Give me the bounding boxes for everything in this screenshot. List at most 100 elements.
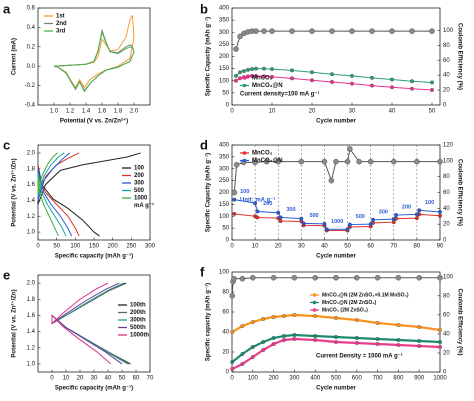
data-point xyxy=(290,76,294,81)
x-tick-label: 200 xyxy=(108,244,119,250)
y-axis-label: Specific Capacity (mAh g⁻¹) xyxy=(205,153,212,232)
series-line xyxy=(234,199,441,230)
data-point xyxy=(430,88,434,92)
x-axis-label: Cycle number xyxy=(316,386,356,392)
y2-tick-label: 20 xyxy=(443,222,450,228)
x-tick-label: 10 xyxy=(269,109,276,115)
x-axis-label: Specific capacity (mAh g⁻¹) xyxy=(55,385,133,392)
legend-label: MnCO₃@N xyxy=(252,158,283,164)
data-point xyxy=(282,334,286,338)
data-point xyxy=(417,344,422,348)
y-tick-label: 350 xyxy=(219,154,230,160)
data-point xyxy=(238,70,242,75)
data-point xyxy=(271,336,276,340)
data-point xyxy=(253,201,258,206)
data-point xyxy=(250,345,255,349)
series-line xyxy=(37,152,80,237)
efficiency-point xyxy=(416,274,422,281)
x-tick-label: 250 xyxy=(126,244,137,250)
y-tick-label: 300 xyxy=(219,166,230,172)
legend-item: MnCO₃@N (2M ZnSO₄) xyxy=(310,300,377,306)
rate-label: 500 xyxy=(356,214,365,220)
efficiency-point xyxy=(298,158,305,165)
x-tick-label: 10 xyxy=(63,376,70,382)
legend-label: MnCO₃@N (2M ZnSO₄+0.1M MnSO₄) xyxy=(322,292,409,298)
efficiency-point xyxy=(239,275,246,282)
data-point xyxy=(417,208,422,213)
data-point xyxy=(250,67,254,72)
rate-label: 500 xyxy=(309,213,318,219)
x-tick-label: 90 xyxy=(437,244,444,250)
x-tick-label: 50 xyxy=(53,244,60,250)
legend-label: 200 xyxy=(134,173,145,179)
legend-item: 200th xyxy=(118,310,146,316)
data-point xyxy=(240,352,245,356)
legend-item: 2nd xyxy=(44,21,67,27)
data-point xyxy=(438,210,442,214)
data-point xyxy=(438,328,442,332)
y2-tick-label: 40 xyxy=(443,331,450,337)
legend-label: MnCO₃ xyxy=(252,151,273,157)
y-tick-label: 200 xyxy=(219,190,230,196)
panel-label: b xyxy=(200,1,208,16)
data-point xyxy=(290,68,294,73)
x-tick-label: 150 xyxy=(89,244,100,250)
y-tick-label: 0.2 xyxy=(27,44,36,50)
y2-tick-label: 80 xyxy=(443,174,450,180)
data-point xyxy=(262,74,266,79)
data-point xyxy=(394,213,399,218)
y-tick-label: 1.8 xyxy=(27,297,36,303)
legend-item: 500 xyxy=(122,188,145,194)
data-point xyxy=(334,340,338,344)
efficiency-point xyxy=(333,158,339,165)
legend-item: MnCO₃@N (2M ZnSO₄+0.1M MnSO₄) xyxy=(310,292,409,298)
data-point xyxy=(414,212,419,217)
data-point xyxy=(354,341,359,345)
data-point xyxy=(330,80,334,84)
legend-item: 300 xyxy=(122,181,145,187)
data-point xyxy=(250,355,255,359)
legend-label: 100 xyxy=(134,166,145,172)
legend-marker xyxy=(312,293,317,297)
y-tick-label: 250 xyxy=(219,178,230,184)
rate-label: 100 xyxy=(240,189,249,195)
legend-item: 1st xyxy=(44,14,65,20)
x-tick-label: 30 xyxy=(298,244,305,250)
efficiency-point xyxy=(229,293,235,299)
data-point xyxy=(410,79,414,84)
x-tick-label: 200 xyxy=(269,376,280,382)
data-point xyxy=(334,335,338,339)
efficiency-point xyxy=(395,274,402,281)
series-line xyxy=(51,282,112,365)
y2-axis-label: Coulomb Efficiency (%) xyxy=(456,288,462,355)
legend-item: 1000 xyxy=(122,196,148,202)
data-point xyxy=(271,315,276,319)
legend-item: 300th xyxy=(118,318,146,324)
data-point xyxy=(270,74,274,79)
data-point xyxy=(334,316,338,320)
y-tick-label: 40 xyxy=(222,330,229,336)
efficiency-point xyxy=(367,158,374,165)
y-tick-label: 1.8 xyxy=(27,166,36,172)
y-tick-label: 1.0 xyxy=(27,230,36,236)
efficiency-point xyxy=(291,274,298,281)
data-point xyxy=(278,215,283,220)
x-tick-label: 300 xyxy=(145,244,156,250)
x-tick-label: 50 xyxy=(344,244,351,250)
data-point xyxy=(255,215,260,220)
y-axis-label: Potential (V vs. Zn²⁺/Zn) xyxy=(11,289,18,357)
series-line xyxy=(37,152,73,237)
panel-4: e 0 10 20 30 40 50 60 70 1.0 1.2 1.4 1.6 1.8 2.0 Specif… xyxy=(3,267,154,391)
y-axis-label: Potential (V vs. Zn²⁺/Zn) xyxy=(11,158,18,226)
data-point xyxy=(299,216,304,221)
x-tick-label: 30 xyxy=(349,109,356,115)
panel-5: f0 100 200 300 400 500 600 700 800 900 10000204060… xyxy=(200,264,462,391)
legend-label: 2nd xyxy=(56,21,67,27)
unit-note: Unit: mA g⁻¹ xyxy=(240,197,275,204)
legend-label: 1000 xyxy=(134,196,148,202)
data-point xyxy=(234,73,238,78)
legend-label: 3rd xyxy=(56,29,66,35)
efficiency-point xyxy=(374,274,381,281)
rate-label: 1000 xyxy=(331,219,343,225)
x-axis-label: Specific capacity (mAh g⁻¹) xyxy=(55,253,133,260)
